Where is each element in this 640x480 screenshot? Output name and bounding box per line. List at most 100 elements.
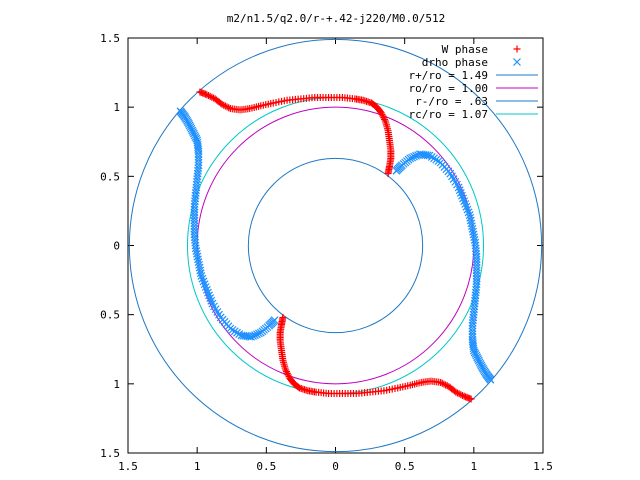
data-point bbox=[283, 369, 291, 377]
data-point bbox=[205, 92, 213, 100]
data-point bbox=[286, 374, 294, 382]
data-point bbox=[410, 152, 418, 161]
data-point bbox=[378, 110, 386, 118]
data-point bbox=[194, 155, 203, 164]
x-tick-label: 1.5 bbox=[533, 460, 553, 473]
data-point bbox=[194, 150, 203, 159]
data-point bbox=[220, 101, 228, 109]
data-point bbox=[190, 202, 199, 211]
data-point bbox=[468, 330, 477, 338]
axis-ticks bbox=[127, 37, 544, 454]
data-point bbox=[472, 277, 481, 286]
data-point bbox=[472, 280, 481, 289]
data-point bbox=[218, 100, 226, 108]
circle-series-line bbox=[186, 96, 485, 395]
data-point bbox=[190, 208, 199, 217]
x-tick-label: 1.5 bbox=[118, 460, 138, 473]
data-point bbox=[196, 269, 205, 278]
y-tick-label: 0.5 bbox=[100, 170, 120, 183]
data-point bbox=[223, 103, 231, 111]
data-point bbox=[457, 391, 465, 399]
data-point bbox=[460, 392, 468, 400]
chart-title: m2/n1.5/q2.0/r-+.42-j220/M0.0/512 bbox=[227, 12, 446, 25]
legend-marker bbox=[513, 58, 521, 66]
data-point bbox=[408, 153, 417, 162]
x-tick-label: 0.5 bbox=[256, 460, 276, 473]
data-point bbox=[443, 382, 451, 390]
y-tick-label: 0.5 bbox=[100, 309, 120, 322]
circle-series-line bbox=[196, 106, 475, 385]
data-point bbox=[377, 109, 385, 117]
data-point bbox=[392, 166, 401, 175]
y-tick-label: 0 bbox=[113, 240, 120, 253]
data-point bbox=[190, 219, 199, 228]
y-axis-tick-labels: 1.5 1 0.5 0 0.5 1 1.5 bbox=[100, 32, 120, 460]
x-axis-tick-labels: 1.5 1 0.5 0 0.5 1 1.5 bbox=[118, 460, 553, 473]
data-point bbox=[442, 381, 450, 389]
data-point bbox=[206, 92, 214, 100]
series-w-phase bbox=[196, 88, 475, 403]
data-point bbox=[379, 112, 387, 120]
data-point bbox=[203, 91, 211, 99]
data-point bbox=[466, 213, 475, 222]
legend-label: rc/ro = 1.07 bbox=[409, 108, 488, 121]
data-point bbox=[472, 266, 481, 275]
marker-series-group bbox=[176, 88, 495, 403]
data-point bbox=[190, 222, 199, 231]
legend-label: ro/ro = 1.00 bbox=[409, 82, 488, 95]
data-point bbox=[445, 383, 453, 391]
data-point bbox=[208, 93, 216, 101]
data-point bbox=[253, 330, 261, 339]
data-point bbox=[384, 170, 392, 178]
data-point bbox=[414, 151, 422, 159]
data-point bbox=[190, 213, 199, 222]
x-tick-label: 1 bbox=[471, 460, 478, 473]
data-point bbox=[194, 153, 203, 161]
data-point bbox=[472, 269, 481, 278]
data-point bbox=[472, 263, 481, 272]
legend-label: W phase bbox=[442, 43, 488, 56]
data-point bbox=[472, 260, 481, 269]
data-point bbox=[190, 211, 199, 219]
data-point bbox=[279, 313, 287, 321]
data-point bbox=[415, 150, 424, 159]
data-point bbox=[284, 371, 292, 379]
data-point bbox=[221, 102, 229, 110]
legend-marker bbox=[513, 45, 521, 53]
data-point bbox=[468, 335, 477, 344]
circle-series-line bbox=[128, 38, 543, 453]
data-point bbox=[472, 258, 481, 267]
data-point bbox=[190, 205, 199, 214]
data-point bbox=[438, 379, 446, 387]
data-point bbox=[440, 380, 448, 388]
data-point bbox=[380, 114, 388, 122]
data-point bbox=[412, 151, 420, 160]
x-tick-label: 0.5 bbox=[395, 460, 415, 473]
data-point bbox=[468, 327, 477, 336]
data-point bbox=[249, 332, 257, 340]
legend-label: r-/ro = .63 bbox=[415, 95, 488, 108]
data-point bbox=[190, 224, 199, 233]
legend-label: drho phase bbox=[422, 56, 488, 69]
y-tick-label: 1 bbox=[113, 378, 120, 391]
data-point bbox=[380, 115, 388, 123]
y-tick-label: 1.5 bbox=[100, 32, 120, 45]
data-point bbox=[270, 316, 279, 325]
data-point bbox=[225, 104, 233, 112]
data-point bbox=[254, 329, 263, 338]
data-point bbox=[285, 373, 293, 381]
series-drho-phase bbox=[176, 107, 495, 384]
data-point bbox=[472, 272, 481, 280]
x-tick-label: 0 bbox=[332, 460, 339, 473]
y-tick-label: 1.5 bbox=[100, 447, 120, 460]
circle-series-line bbox=[247, 157, 424, 334]
data-point bbox=[190, 216, 199, 225]
data-point bbox=[194, 147, 203, 156]
data-point bbox=[455, 390, 463, 398]
x-tick-label: 1 bbox=[194, 460, 201, 473]
data-point bbox=[283, 368, 291, 376]
legend-label: r+/ro = 1.49 bbox=[409, 69, 488, 82]
data-point bbox=[247, 332, 256, 341]
